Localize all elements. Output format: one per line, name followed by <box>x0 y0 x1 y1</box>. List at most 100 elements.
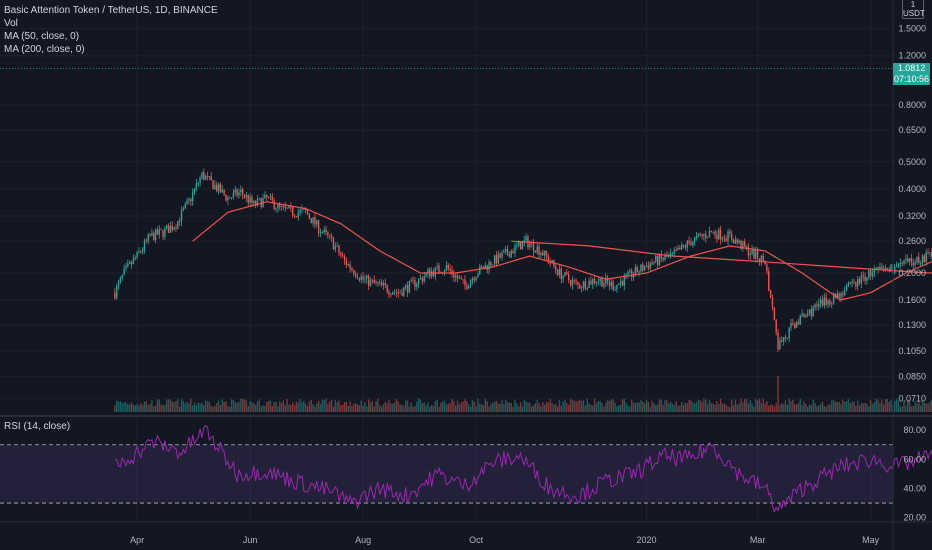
candle-body <box>353 269 355 275</box>
candle-body <box>293 215 296 217</box>
candle-body <box>547 256 550 263</box>
candle-body <box>423 276 425 282</box>
volume-bar <box>399 404 401 412</box>
candle-body <box>490 262 492 266</box>
candle-body <box>662 258 664 260</box>
candle-body <box>501 253 503 258</box>
candle-body <box>282 205 285 207</box>
candle-body <box>866 277 868 282</box>
volume-bar <box>840 403 842 412</box>
volume-bar <box>416 401 418 412</box>
candle-body <box>190 199 192 202</box>
volume-bar <box>695 402 698 412</box>
volume-bar <box>858 405 861 412</box>
volume-bar <box>612 399 614 412</box>
candlesticks[interactable] <box>114 47 932 352</box>
volume-bar <box>636 402 638 412</box>
candle-body <box>568 274 570 280</box>
volume-bar <box>762 398 764 412</box>
volume-bar <box>671 403 674 412</box>
volume-bar <box>486 401 488 412</box>
candle-body <box>821 299 824 306</box>
volume-bar <box>458 404 461 412</box>
volume-bar <box>614 402 616 412</box>
candle-body <box>419 277 422 279</box>
candle-body <box>832 293 835 304</box>
volume-bar <box>492 402 494 412</box>
candle-body <box>868 270 870 278</box>
candle-body <box>636 266 638 273</box>
candle-body <box>473 278 475 281</box>
candle-body <box>225 194 227 201</box>
candle-body <box>697 233 700 236</box>
candle-body <box>556 269 559 276</box>
candle-body <box>916 257 918 263</box>
candle-body <box>919 263 922 264</box>
volume-bar <box>119 401 122 412</box>
volume-bar <box>545 401 548 412</box>
volume-bar <box>243 399 246 412</box>
candle-body <box>471 278 474 281</box>
volume-bar <box>479 403 481 412</box>
y-tick-label: 0.2000 <box>898 268 926 278</box>
volume-bar <box>273 402 275 412</box>
volume-bar <box>886 398 889 412</box>
volume-bar <box>832 400 835 412</box>
volume-bar <box>688 399 690 412</box>
rsi-legend[interactable]: RSI (14, close) <box>4 421 71 432</box>
grid-lines <box>0 0 893 522</box>
volume-bar <box>323 399 325 412</box>
volume-bar <box>167 399 170 412</box>
volume-bar <box>551 402 553 412</box>
volume-bar <box>866 403 868 412</box>
volume-bar <box>519 402 522 412</box>
volume-bar <box>579 399 581 412</box>
volume-bar <box>438 406 440 412</box>
volume-bar <box>710 403 713 412</box>
candle-body <box>360 276 362 280</box>
candle-body <box>425 272 427 277</box>
volume-bar <box>743 399 746 412</box>
volume-bar <box>731 399 733 412</box>
volume-bar <box>180 398 183 412</box>
volume-bar <box>314 406 316 412</box>
candle-body <box>275 208 277 210</box>
vol-legend[interactable]: Vol <box>4 18 18 29</box>
y-tick-label: 0.4000 <box>898 184 926 194</box>
candle-body <box>201 171 203 178</box>
volume-bar <box>651 400 653 412</box>
volume-bar <box>527 402 529 412</box>
candle-body <box>629 270 631 272</box>
volume-bar <box>540 406 542 412</box>
ma200-legend[interactable]: MA (200, close, 0) <box>4 44 85 55</box>
volume-bar <box>782 404 785 412</box>
y-tick-label: 0.6500 <box>898 125 926 135</box>
candle-body <box>308 214 311 219</box>
volume-bar <box>345 401 348 412</box>
volume-bar <box>254 404 257 412</box>
candle-body <box>297 212 299 218</box>
volume-bar <box>127 404 129 412</box>
volume-bar <box>775 403 777 412</box>
volume-bar <box>353 403 355 412</box>
candle-body <box>512 250 514 254</box>
volume-bar <box>173 402 175 412</box>
candle-body <box>618 283 620 285</box>
volume-bar <box>686 403 688 412</box>
ma50-legend[interactable]: MA (50, close, 0) <box>4 31 80 42</box>
volume-bar <box>199 403 201 412</box>
candle-body <box>864 276 866 282</box>
volume-bar <box>819 404 822 412</box>
volume-bar <box>177 399 179 412</box>
symbol-legend[interactable]: Basic Attention Token / TetherUS, 1D, BI… <box>4 5 218 16</box>
candle-body <box>781 340 783 342</box>
candle-body <box>818 303 820 307</box>
volume-bar <box>264 405 266 412</box>
currency-label[interactable]: 1 USDT <box>902 0 925 19</box>
candle-body <box>321 232 324 233</box>
volume-bar <box>436 399 438 412</box>
x-tick-label: Oct <box>469 535 484 545</box>
candle-body <box>203 171 205 180</box>
volume-bar <box>764 403 766 412</box>
